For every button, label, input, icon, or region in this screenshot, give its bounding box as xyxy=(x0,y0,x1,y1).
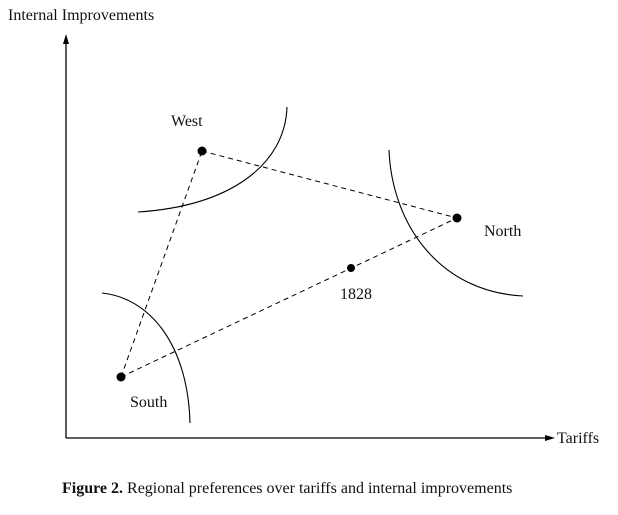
status-quo-1828-label: 1828 xyxy=(340,286,372,303)
south-west-dashed-line xyxy=(120,150,203,378)
status-quo-1828-point xyxy=(347,264,355,272)
west-ideal-point xyxy=(197,146,207,156)
north-indifference-curve xyxy=(388,149,524,297)
x-axis-arrowhead xyxy=(545,435,555,441)
x-axis-label: Tariffs xyxy=(557,430,600,447)
west-label: West xyxy=(171,113,203,130)
south-ideal-point xyxy=(116,372,126,382)
figure-caption-text: Regional preferences over tariffs and in… xyxy=(127,480,513,497)
figure-caption: Figure 2. Regional preferences over tari… xyxy=(62,481,512,497)
south-north-dashed-line xyxy=(120,217,458,378)
y-axis-arrowhead xyxy=(63,34,69,44)
north-ideal-point xyxy=(452,213,462,223)
south-indifference-curve xyxy=(101,292,191,424)
west-indifference-curve xyxy=(137,106,288,213)
y-axis-label: Internal Improvements xyxy=(8,7,155,24)
south-label: South xyxy=(130,394,168,411)
figure-number: Figure 2. xyxy=(62,480,124,497)
west-north-dashed-line xyxy=(201,150,458,219)
north-label: North xyxy=(484,223,522,240)
